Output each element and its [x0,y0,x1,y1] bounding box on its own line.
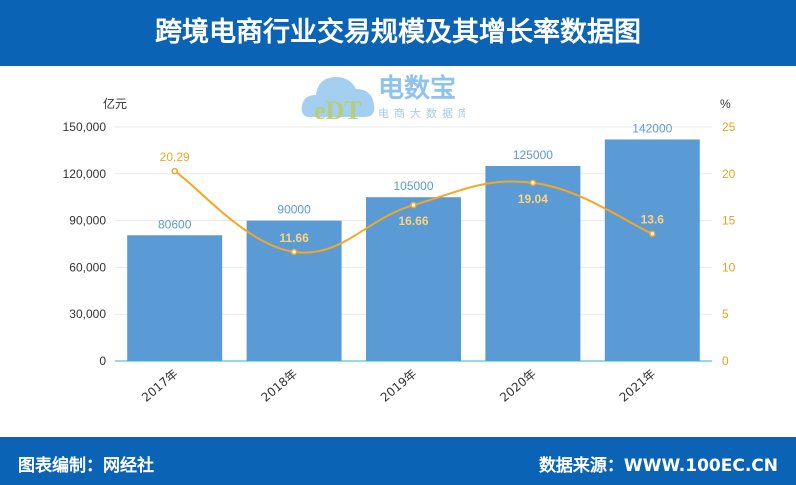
y-right-tick-label: 20 [722,167,736,181]
bar-data-label: 105000 [393,179,433,193]
y-left-tick-label: 30,000 [69,307,106,321]
line-data-label: 19.04 [518,192,548,206]
x-tick-label: 2020年 [497,367,539,405]
line-data-label: 11.66 [279,231,309,245]
cloud-logo-icon: eDT 电数宝 电商大数据库 [301,73,465,124]
line-point [649,230,656,237]
line-point [410,201,417,209]
y-left-tick-label: 60,000 [69,260,106,274]
bar [246,220,342,361]
y-right-tick-label: 15 [722,214,736,228]
footer: 图表编制：网经社 数据来源：WWW.100EC.CN [0,437,796,485]
bar-data-label: 125000 [513,148,553,162]
svg-text:电商大数据库: 电商大数据库 [378,106,465,120]
y-left-tick-label: 150,000 [63,120,107,134]
footer-credit: 图表编制：网经社 [18,456,154,476]
y-right-tick-label: 10 [722,260,736,274]
y-right-axis-label: % [720,97,731,111]
watermark-logo: eDT 电数宝 电商大数据库 [300,68,465,124]
x-tick-label: 2017年 [139,367,181,405]
x-tick-label: 2019年 [378,367,420,405]
line-data-label: 16.66 [398,214,428,228]
line-data-label: 13.6 [641,213,665,227]
y-left-tick-label: 0 [99,354,106,368]
bar [604,139,700,361]
bar-data-label: 90000 [277,203,311,217]
x-tick-label: 2018年 [258,367,300,405]
line-point [529,179,537,187]
line-point [290,248,298,256]
y-left-axis-label: 亿元 [103,96,127,111]
line-point [171,167,178,175]
chart-title: 跨境电商行业交易规模及其增长率数据图 [0,0,796,66]
bar-data-label: 142000 [632,121,672,135]
y-right-tick-label: 5 [722,307,729,321]
bar [366,197,461,361]
svg-text:eDT: eDT [314,96,362,124]
bar-data-label: 80600 [158,217,192,231]
footer-source: 数据来源：WWW.100EC.CN [538,456,778,476]
line-data-label: 20.29 [160,150,190,164]
y-left-tick-label: 90,000 [69,214,106,228]
y-left-tick-label: 120,000 [63,167,107,181]
y-right-tick-label: 0 [722,354,729,368]
bar [127,235,223,361]
svg-text:电数宝: 电数宝 [378,73,456,104]
y-right-tick-label: 25 [722,120,736,134]
bar [485,166,581,361]
x-tick-label: 2021年 [617,367,659,405]
